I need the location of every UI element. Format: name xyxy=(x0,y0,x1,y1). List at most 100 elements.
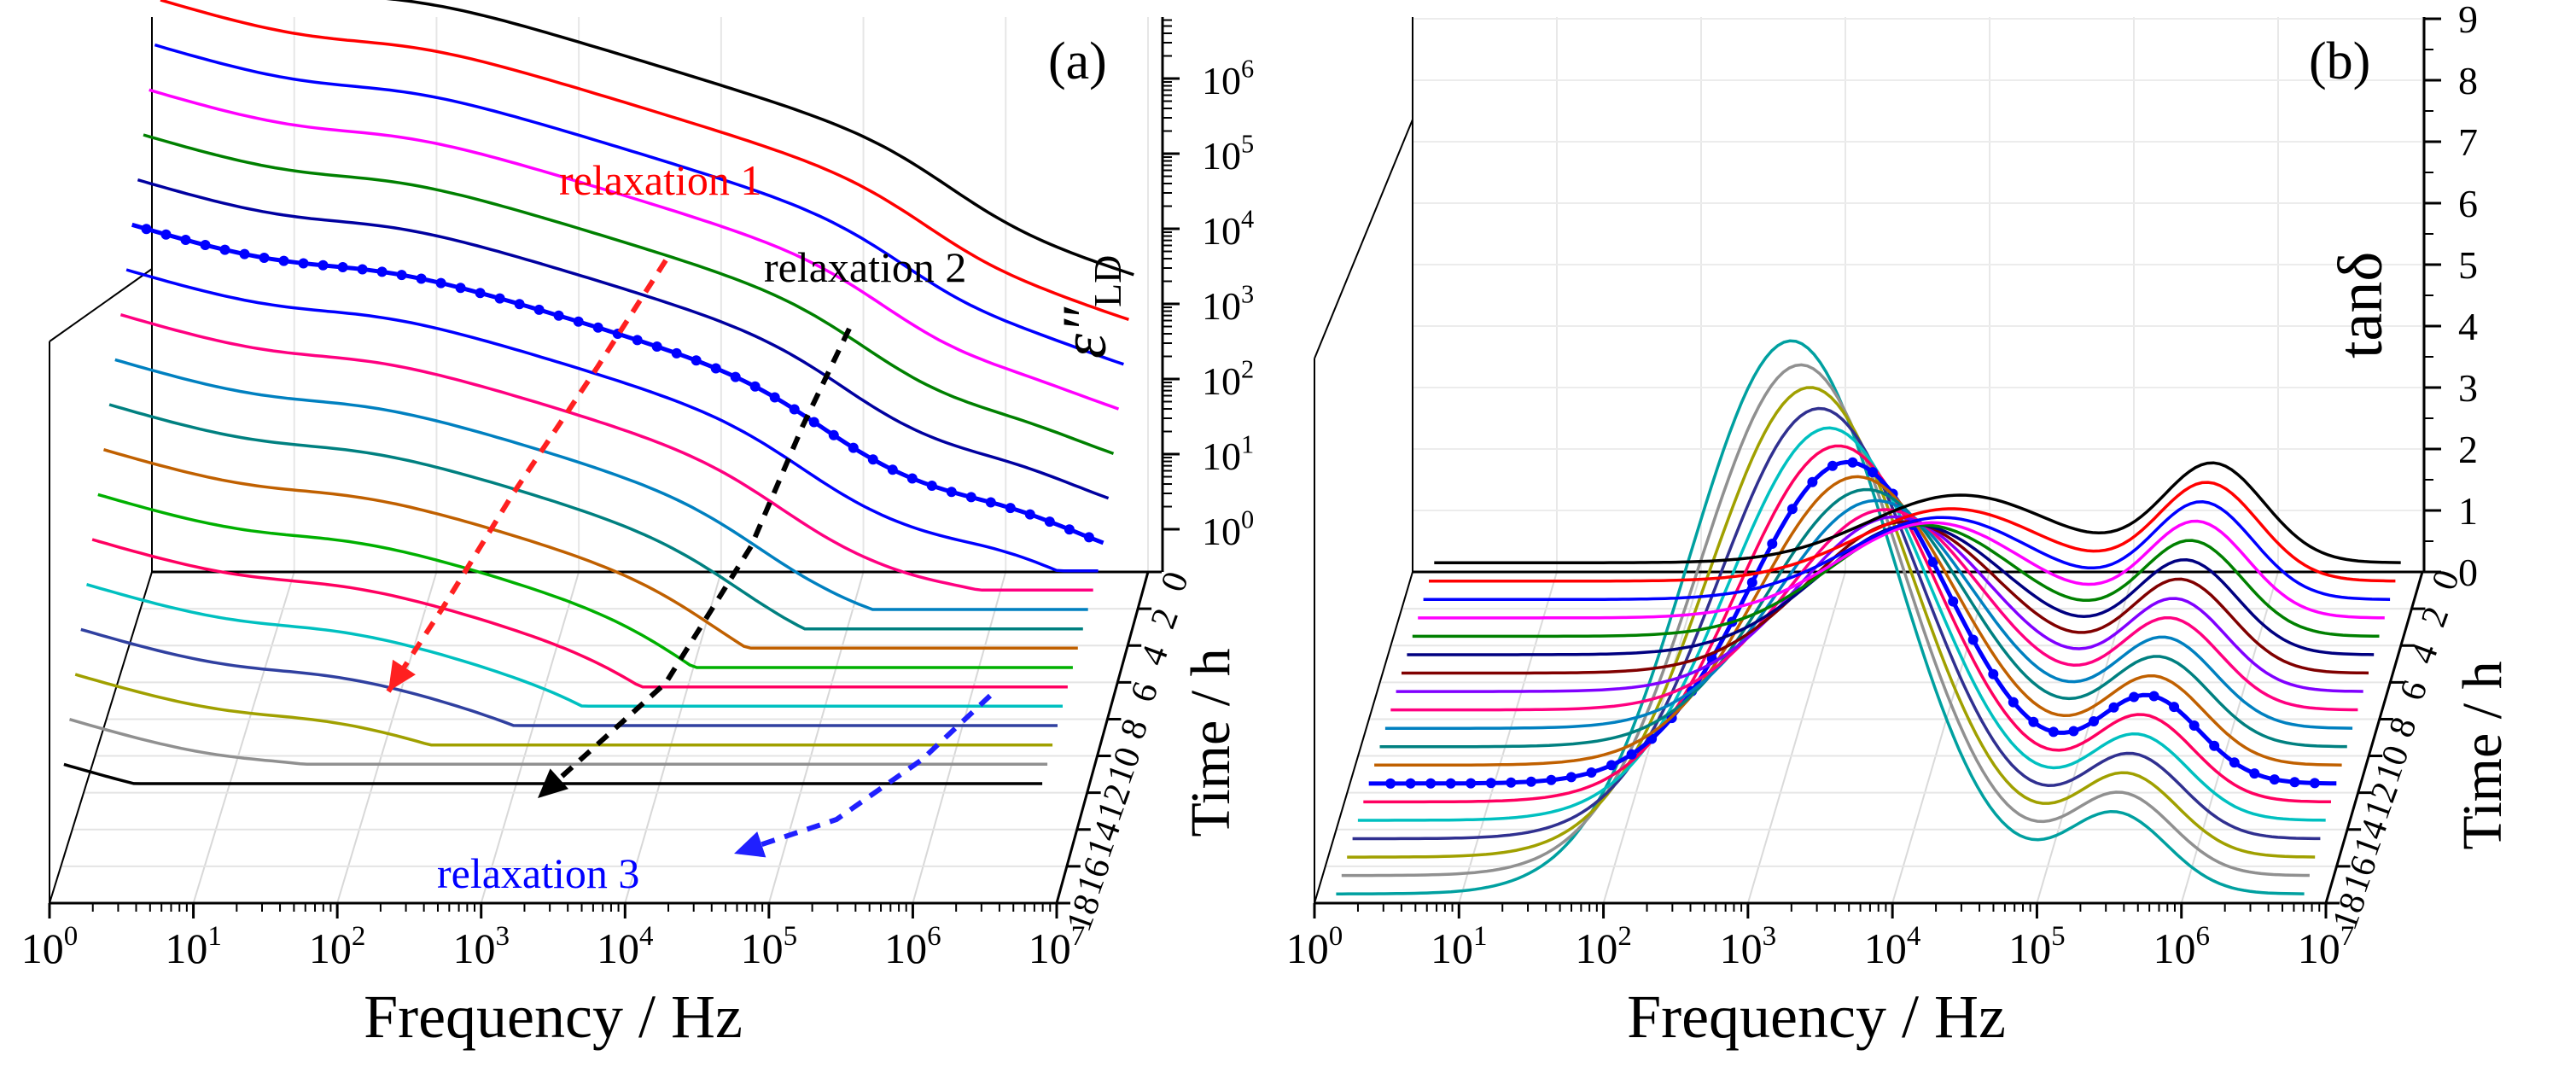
panel-label-b: (b) xyxy=(2309,32,2370,90)
series-marker-t12 xyxy=(1967,634,1979,645)
series-marker-t6 xyxy=(200,240,211,250)
relaxation-3-arrow xyxy=(733,693,993,856)
x-tick-label: 105 xyxy=(741,921,798,972)
y-tick-label: 6 xyxy=(2458,182,2478,225)
series-line-t13 xyxy=(91,538,1068,689)
series-line-t13 xyxy=(1363,444,2332,804)
y-tick-label: 8 xyxy=(2458,59,2478,102)
x-tick-label: 106 xyxy=(2153,921,2210,972)
series-marker-t6 xyxy=(710,363,721,374)
x-tick-label: 102 xyxy=(309,921,366,972)
y-tick-label: 5 xyxy=(2458,243,2478,287)
series-marker-t12 xyxy=(1586,767,1597,778)
series-marker-t6 xyxy=(553,310,564,321)
y-tick-label: 9 xyxy=(2458,0,2478,41)
series-marker-t6 xyxy=(298,258,309,269)
series-marker-t6 xyxy=(769,392,780,403)
series-marker-t6 xyxy=(357,264,368,275)
y-axis-title: tanδ xyxy=(2326,252,2396,359)
series-marker-t12 xyxy=(2249,768,2260,779)
series-line-t2 xyxy=(154,43,1124,366)
series-marker-t6 xyxy=(494,293,505,304)
floor-grid-line xyxy=(912,571,1007,904)
floor-grid-line xyxy=(1746,571,1846,904)
floor-grid-line xyxy=(336,571,438,904)
series-marker-t6 xyxy=(926,481,937,491)
series-marker-t12 xyxy=(2108,702,2119,713)
curves-a xyxy=(63,0,1134,785)
series-marker-t6 xyxy=(475,288,486,299)
y-ticks-a: 100 101 102 103 104 105 106 xyxy=(1163,19,1254,553)
series-marker-t12 xyxy=(1546,774,1557,785)
series-marker-t12 xyxy=(1827,460,1838,471)
x-axis-title: Frequency / Hz xyxy=(364,983,743,1051)
z-tick-label: 4 xyxy=(2403,639,2445,668)
series-marker-t12 xyxy=(1385,778,1396,789)
y-axis-title: ε″LD xyxy=(1050,255,1129,359)
series-marker-t6 xyxy=(1083,532,1094,543)
series-marker-t12 xyxy=(2269,774,2280,785)
y-tick-label: 4 xyxy=(2458,305,2478,348)
series-marker-t12 xyxy=(2229,757,2240,768)
series-marker-t6 xyxy=(1044,516,1055,528)
series-marker-t12 xyxy=(2209,740,2220,751)
series-marker-t6 xyxy=(906,473,918,484)
series-marker-t12 xyxy=(1506,777,1517,788)
series-marker-t6 xyxy=(160,229,172,240)
series-line-t8 xyxy=(119,313,1093,592)
series-marker-t12 xyxy=(2129,691,2140,703)
series-marker-t6 xyxy=(867,454,878,465)
series-line-t14 xyxy=(1357,426,2326,822)
series-marker-t12 xyxy=(1485,778,1496,789)
floor-grid-line xyxy=(480,571,580,904)
relaxation-1-arrow xyxy=(386,259,668,693)
y-tick-label: 100 xyxy=(1202,505,1254,553)
y-tick-label: 101 xyxy=(1202,430,1254,478)
z-tick-label: 8 xyxy=(2381,712,2424,742)
series-marker-t6 xyxy=(318,260,329,271)
series-marker-t6 xyxy=(533,304,545,315)
series-marker-t6 xyxy=(239,248,250,260)
series-marker-t6 xyxy=(278,255,289,266)
z-tick-label: 8 xyxy=(1113,714,1156,744)
y-tick-label: 1 xyxy=(2458,489,2478,533)
series-marker-t12 xyxy=(2068,726,2079,737)
series-line-t3 xyxy=(1418,519,2385,620)
series-line-t18 xyxy=(1336,339,2305,895)
x-tick-label: 102 xyxy=(1575,921,1632,972)
series-marker-t6 xyxy=(1005,503,1016,514)
series-line-t7 xyxy=(1396,515,2363,693)
series-marker-t6 xyxy=(592,322,603,333)
series-line-t17 xyxy=(69,718,1048,767)
series-line-t15 xyxy=(80,627,1058,727)
x-tick-label: 100 xyxy=(21,921,79,972)
series-line-t16 xyxy=(74,673,1053,747)
y-tick-label: 7 xyxy=(2458,120,2478,164)
series-marker-t12 xyxy=(1405,778,1416,789)
y-tick-label: 104 xyxy=(1202,205,1254,253)
series-marker-t6 xyxy=(730,371,741,382)
floor-grid-line xyxy=(767,571,865,904)
series-marker-t6 xyxy=(396,270,407,281)
series-marker-t6 xyxy=(828,429,839,440)
y-tick-label: 106 xyxy=(1202,55,1254,102)
series-line-t11 xyxy=(103,448,1078,650)
series-marker-t6 xyxy=(691,355,702,366)
series-marker-t12 xyxy=(1565,772,1576,783)
series-marker-t12 xyxy=(1425,778,1437,789)
floor-grid-line xyxy=(192,571,295,904)
y-tick-label: 0 xyxy=(2458,551,2478,594)
series-marker-t12 xyxy=(1927,557,1938,568)
series-marker-t12 xyxy=(2048,726,2059,738)
series-marker-t12 xyxy=(2008,697,2019,708)
series-line-t10 xyxy=(108,403,1083,631)
z-axis-title: Time / h xyxy=(1180,648,1242,837)
series-line-t5 xyxy=(137,178,1110,500)
series-marker-t6 xyxy=(848,442,859,453)
z-axis-line xyxy=(1055,571,1150,904)
x-tick-label: 107 xyxy=(1029,921,1086,972)
series-marker-t12 xyxy=(1767,539,1778,549)
series-marker-t6 xyxy=(455,283,466,294)
